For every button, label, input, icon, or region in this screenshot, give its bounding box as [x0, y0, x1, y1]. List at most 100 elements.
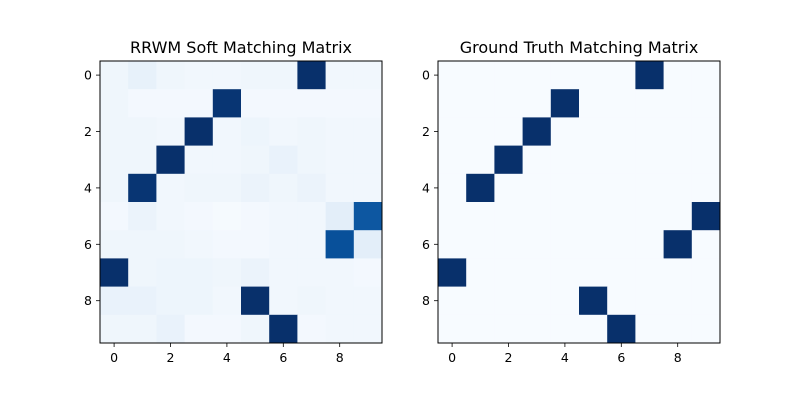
heatmap-cell	[184, 286, 214, 316]
y-tick-label: 2	[422, 124, 430, 139]
heatmap-cell	[241, 286, 270, 316]
heatmap-cell	[156, 145, 185, 175]
heatmap-cell	[663, 145, 693, 175]
heatmap-cell	[212, 145, 242, 175]
heatmap-cell	[325, 258, 355, 287]
heatmap-cell	[325, 61, 355, 90]
heatmap-cell	[494, 61, 523, 90]
heatmap-cell	[128, 145, 157, 175]
heatmap-cell	[522, 286, 552, 316]
heatmap-cell	[466, 173, 495, 203]
y-tick-label: 0	[84, 68, 92, 83]
chart-title: Ground Truth Matching Matrix	[460, 38, 699, 57]
heatmap-cell	[607, 314, 636, 344]
heatmap-cell	[156, 258, 185, 287]
heatmap-cell	[297, 314, 326, 344]
heatmap-cell	[241, 258, 270, 287]
heatmap-cell	[184, 145, 214, 175]
heatmap-cell	[550, 89, 580, 118]
heatmap-cell	[466, 202, 495, 231]
heatmap-cell	[128, 117, 157, 146]
heatmap-cell	[128, 202, 157, 231]
heatmap-cell	[466, 230, 495, 259]
heatmap-cell	[607, 230, 636, 259]
heatmap-cell	[550, 258, 580, 287]
heatmap-cell	[212, 117, 242, 146]
heatmap-cell	[494, 117, 523, 146]
heatmap-cell	[522, 117, 552, 146]
heatmap-cell	[353, 286, 383, 316]
heatmap-cell	[297, 145, 326, 175]
heatmap-cell	[550, 173, 580, 203]
heatmap-cell	[438, 230, 467, 259]
heatmap-cell	[269, 117, 298, 146]
heatmap-cell	[100, 61, 129, 90]
heatmap-cell	[579, 314, 608, 344]
heatmap-cell	[550, 117, 580, 146]
heatmap-cell	[297, 61, 326, 90]
heatmap-cell	[494, 230, 523, 259]
heatmap-cell	[607, 145, 636, 175]
x-tick-label: 4	[561, 350, 569, 365]
heatmap-cell	[663, 89, 693, 118]
heatmap-cell	[607, 89, 636, 118]
heatmap-cell	[353, 314, 383, 344]
heatmap-cell	[100, 230, 129, 259]
heatmap-cell	[635, 314, 664, 344]
heatmap-cell	[241, 117, 270, 146]
heatmap-cell	[100, 117, 129, 146]
heatmap-cell	[184, 202, 214, 231]
heatmap-cell	[269, 314, 298, 344]
heatmap-cell	[325, 230, 355, 259]
heatmap-cell	[325, 89, 355, 118]
y-tick-label: 8	[422, 293, 430, 308]
heatmap-cell	[325, 286, 355, 316]
y-tick-label: 0	[422, 68, 430, 83]
heatmap-cell	[184, 258, 214, 287]
heatmap-cell	[241, 61, 270, 90]
heatmap-cell	[579, 230, 608, 259]
heatmap-cell	[635, 173, 664, 203]
heatmap-cell	[691, 286, 721, 316]
heatmap-cell	[579, 202, 608, 231]
heatmap-cell	[184, 230, 214, 259]
y-axis-ticks: 0 2 4 6 8	[422, 68, 438, 308]
heatmap-cell	[691, 202, 721, 231]
heatmap-cell	[241, 173, 270, 203]
heatmap-cell	[579, 145, 608, 175]
heatmap-cell	[128, 230, 157, 259]
x-tick-label: 2	[505, 350, 513, 365]
heatmap-cell	[297, 117, 326, 146]
heatmap-cell	[212, 202, 242, 231]
heatmap-cell	[269, 258, 298, 287]
heatmap-cell	[100, 258, 129, 287]
x-tick-label: 0	[110, 350, 118, 365]
heatmap-cells	[438, 61, 721, 344]
heatmap-cell	[241, 230, 270, 259]
heatmap-cell	[156, 202, 185, 231]
heatmap-cell	[466, 61, 495, 90]
heatmap-cell	[663, 202, 693, 231]
heatmap-cell	[522, 202, 552, 231]
heatmap-cell	[522, 89, 552, 118]
heatmap-cell	[691, 258, 721, 287]
heatmap-cell	[325, 145, 355, 175]
heatmap-cell	[128, 258, 157, 287]
heatmap-cell	[100, 286, 129, 316]
heatmap-cell	[663, 173, 693, 203]
heatmap-cell	[212, 89, 242, 118]
heatmap-cell	[212, 258, 242, 287]
heatmap-cell	[100, 89, 129, 118]
heatmap-cell	[128, 89, 157, 118]
heatmap-cell	[635, 117, 664, 146]
heatmap-cell	[184, 61, 214, 90]
heatmap-cell	[607, 258, 636, 287]
heatmap-cell	[635, 61, 664, 90]
heatmap-cell	[635, 202, 664, 231]
heatmap-cell	[691, 61, 721, 90]
heatmap-cell	[128, 173, 157, 203]
heatmap-cell	[438, 117, 467, 146]
heatmap-cell	[156, 61, 185, 90]
heatmap-cell	[550, 61, 580, 90]
